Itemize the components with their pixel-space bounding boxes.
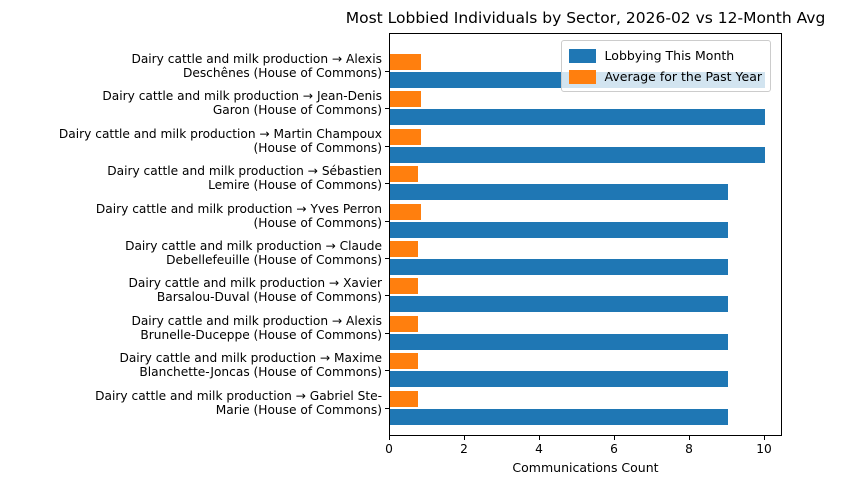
y-axis-label: Dairy cattle and milk production → Xavie… xyxy=(128,276,382,305)
x-tick-mark xyxy=(389,436,390,440)
y-tick-mark xyxy=(385,108,389,109)
this-month-bar xyxy=(390,109,765,126)
y-axis-label: Dairy cattle and milk production → Sébas… xyxy=(107,164,382,193)
this-month-bar xyxy=(390,371,728,388)
x-tick-label: 4 xyxy=(535,442,543,456)
y-axis-label: Dairy cattle and milk production → Alexi… xyxy=(131,313,382,342)
past-year-avg-bar xyxy=(390,315,419,332)
legend-label-this-month: Lobbying This Month xyxy=(604,48,735,63)
x-tick-mark xyxy=(464,436,465,440)
y-axis-label: Dairy cattle and milk production → Claud… xyxy=(125,239,382,267)
legend: Lobbying This Month Average for the Past… xyxy=(560,40,771,92)
y-axis-label: Dairy cattle and milk production → Maxim… xyxy=(119,351,382,380)
x-tick-label: 0 xyxy=(385,442,393,456)
x-tick-mark xyxy=(764,436,765,440)
x-tick-label: 6 xyxy=(610,442,618,456)
this-month-bar xyxy=(390,408,728,425)
x-tick-mark xyxy=(539,436,540,440)
past-year-avg-bar xyxy=(390,166,419,183)
this-month-bar xyxy=(390,333,728,350)
legend-swatch-this-month-icon xyxy=(568,48,596,63)
x-tick-mark xyxy=(614,436,615,440)
past-year-avg-bar xyxy=(390,203,422,220)
this-month-bar xyxy=(390,184,728,201)
y-tick-mark xyxy=(385,370,389,371)
y-tick-mark xyxy=(385,71,389,72)
x-axis-label: Communications Count xyxy=(512,460,659,475)
y-tick-mark xyxy=(385,295,389,296)
legend-label-past-year: Average for the Past Year xyxy=(604,69,762,84)
y-tick-mark xyxy=(385,221,389,222)
past-year-avg-bar xyxy=(390,390,419,407)
y-tick-mark xyxy=(385,258,389,259)
past-year-avg-bar xyxy=(390,91,422,108)
past-year-avg-bar xyxy=(390,241,419,257)
y-axis-label: Dairy cattle and milk production → Yves … xyxy=(95,201,382,230)
y-tick-mark xyxy=(385,146,389,147)
plot-area: Lobbying This Month Average for the Past… xyxy=(389,33,782,436)
y-axis-label: Dairy cattle and milk production → Marti… xyxy=(58,126,382,155)
this-month-bar xyxy=(390,259,728,275)
past-year-avg-bar xyxy=(390,54,422,70)
y-axis-label: Dairy cattle and milk production → Jean-… xyxy=(102,89,382,118)
legend-entry-this-month: Lobbying This Month xyxy=(568,45,762,66)
x-tick-label: 10 xyxy=(756,442,772,456)
past-year-avg-bar xyxy=(390,278,419,295)
this-month-bar xyxy=(390,296,728,313)
x-tick-label: 8 xyxy=(685,442,693,456)
past-year-avg-bar xyxy=(390,353,419,370)
y-tick-mark xyxy=(385,183,389,184)
legend-entry-past-year: Average for the Past Year xyxy=(568,66,762,87)
legend-swatch-past-year-icon xyxy=(568,69,596,84)
x-tick-mark xyxy=(689,436,690,440)
y-axis-label: Dairy cattle and milk production → Alexi… xyxy=(131,52,382,80)
y-axis-label: Dairy cattle and milk production → Gabri… xyxy=(95,388,382,417)
this-month-bar xyxy=(390,221,728,238)
y-tick-mark xyxy=(385,408,389,409)
x-tick-label: 2 xyxy=(460,442,468,456)
this-month-bar xyxy=(390,146,765,163)
y-tick-mark xyxy=(385,333,389,334)
past-year-avg-bar xyxy=(390,128,422,145)
chart-title: Most Lobbied Individuals by Sector, 2026… xyxy=(345,9,826,27)
